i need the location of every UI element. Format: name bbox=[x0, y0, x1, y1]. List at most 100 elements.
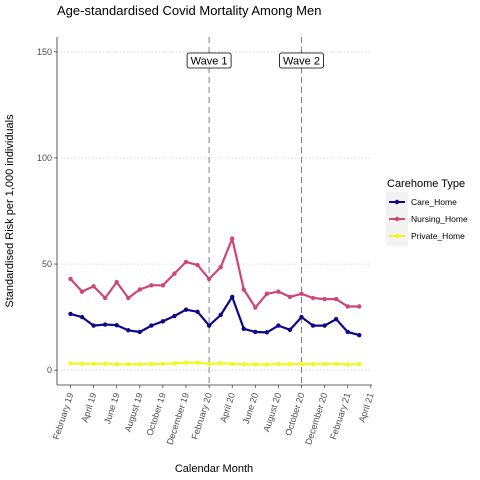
data-point-Care_Home-1 bbox=[79, 314, 85, 320]
data-point-Nursing_Home-24 bbox=[345, 304, 350, 309]
x-tick-label-7: April 20 bbox=[218, 392, 237, 424]
axes bbox=[56, 37, 372, 386]
data-point-Care_Home-23 bbox=[333, 317, 339, 322]
x-tick-label-12: February 21 bbox=[328, 392, 353, 441]
data-point-Nursing_Home-15 bbox=[241, 287, 246, 292]
x-tick-label-3: August 19 bbox=[123, 392, 145, 434]
data-point-Care_Home-24 bbox=[345, 329, 350, 335]
data-point-Nursing_Home-13 bbox=[218, 265, 223, 270]
data-point-Care_Home-17 bbox=[264, 330, 270, 335]
data-point-Private_Home-17 bbox=[264, 362, 270, 367]
data-point-Care_Home-10 bbox=[183, 307, 189, 312]
data-point-Nursing_Home-1 bbox=[79, 289, 85, 294]
data-point-Private_Home-18 bbox=[276, 362, 281, 367]
legend-label-Nursing_Home: Nursing_Home bbox=[411, 214, 468, 224]
data-point-Private_Home-9 bbox=[172, 361, 177, 366]
y-tick-label-0: 0 bbox=[47, 365, 52, 375]
data-point-Nursing_Home-17 bbox=[264, 291, 270, 296]
x-tick-label-4: October 19 bbox=[145, 392, 168, 437]
plot-background bbox=[57, 37, 372, 385]
data-point-Private_Home-20 bbox=[299, 361, 304, 367]
data-point-Nursing_Home-14 bbox=[230, 236, 235, 241]
data-point-Private_Home-25 bbox=[357, 362, 362, 367]
wave-label-box-1 bbox=[186, 52, 232, 69]
legend-label-Care_Home: Care_Home bbox=[411, 197, 457, 207]
data-point-Private_Home-10 bbox=[183, 360, 189, 365]
data-point-Nursing_Home-23 bbox=[333, 296, 339, 302]
data-point-Care_Home-3 bbox=[102, 322, 108, 327]
x-tick-label-8: June 20 bbox=[241, 392, 260, 426]
data-point-Care_Home-19 bbox=[287, 327, 293, 333]
series-lines bbox=[68, 236, 362, 367]
data-point-Care_Home-20 bbox=[299, 314, 304, 320]
chart-title: Age-standardised Covid Mortality Among M… bbox=[57, 3, 322, 18]
data-point-Private_Home-12 bbox=[206, 361, 212, 366]
data-point-Nursing_Home-25 bbox=[357, 304, 362, 309]
x-axis-title: Calendar Month bbox=[175, 463, 253, 475]
data-point-Nursing_Home-0 bbox=[68, 276, 73, 282]
data-point-Private_Home-6 bbox=[137, 362, 142, 367]
x-tick-label-11: December 20 bbox=[303, 392, 329, 446]
data-point-Private_Home-23 bbox=[333, 361, 339, 366]
data-point-Nursing_Home-11 bbox=[195, 262, 200, 268]
data-point-Care_Home-14 bbox=[230, 294, 235, 300]
x-tick-label-2: June 19 bbox=[102, 392, 121, 426]
x-tick-label-1: April 19 bbox=[80, 392, 99, 424]
wave-label-2: Wave 2 bbox=[283, 56, 320, 68]
data-point-Private_Home-19 bbox=[287, 362, 293, 367]
legend-key-point-Nursing_Home bbox=[394, 216, 400, 222]
data-point-Care_Home-4 bbox=[114, 322, 119, 328]
data-point-Nursing_Home-2 bbox=[91, 284, 96, 289]
data-point-Care_Home-15 bbox=[241, 326, 246, 331]
data-point-Nursing_Home-6 bbox=[137, 287, 142, 292]
data-point-Care_Home-16 bbox=[253, 329, 258, 335]
y-tick-label-100: 100 bbox=[37, 153, 52, 163]
data-point-Private_Home-7 bbox=[149, 361, 154, 367]
data-point-Private_Home-24 bbox=[345, 362, 350, 367]
data-point-Care_Home-13 bbox=[218, 312, 223, 318]
data-point-Care_Home-2 bbox=[91, 323, 96, 328]
legend-title: Carehome Type bbox=[387, 178, 465, 190]
data-point-Nursing_Home-9 bbox=[172, 271, 177, 276]
data-point-Private_Home-22 bbox=[322, 361, 327, 367]
data-point-Private_Home-4 bbox=[114, 362, 119, 367]
data-point-Private_Home-8 bbox=[160, 361, 166, 366]
x-tick-label-9: August 20 bbox=[261, 392, 283, 434]
x-tick-label-10: October 20 bbox=[283, 392, 306, 437]
gridlines bbox=[57, 51, 372, 371]
data-point-Private_Home-3 bbox=[102, 361, 108, 366]
data-point-Private_Home-0 bbox=[68, 361, 73, 366]
data-point-Private_Home-15 bbox=[241, 362, 246, 367]
data-point-Nursing_Home-19 bbox=[287, 294, 293, 300]
x-tick-label-5: December 19 bbox=[165, 392, 191, 446]
data-point-Nursing_Home-8 bbox=[160, 283, 166, 288]
legend-label-Private_Home: Private_Home bbox=[411, 231, 465, 241]
legend-key-point-Care_Home bbox=[394, 199, 400, 205]
y-tick-label-150: 150 bbox=[37, 47, 52, 57]
data-point-Care_Home-11 bbox=[195, 309, 200, 314]
data-point-Nursing_Home-10 bbox=[183, 259, 189, 265]
data-point-Nursing_Home-12 bbox=[206, 276, 212, 282]
legend: Carehome Type Care_Home Nursing_Home Priva… bbox=[386, 178, 468, 246]
data-point-Care_Home-5 bbox=[126, 328, 131, 333]
data-point-Private_Home-2 bbox=[91, 361, 96, 366]
data-point-Private_Home-21 bbox=[310, 362, 316, 367]
data-point-Nursing_Home-20 bbox=[299, 291, 304, 296]
data-point-Nursing_Home-21 bbox=[310, 295, 316, 301]
y-tick-label-50: 50 bbox=[42, 259, 52, 269]
data-point-Private_Home-1 bbox=[79, 361, 85, 366]
data-point-Care_Home-9 bbox=[172, 313, 177, 319]
legend-key-point-Private_Home bbox=[394, 233, 400, 239]
data-point-Nursing_Home-7 bbox=[149, 283, 154, 288]
data-point-Nursing_Home-16 bbox=[253, 305, 258, 310]
data-point-Nursing_Home-5 bbox=[126, 295, 131, 301]
data-point-Private_Home-5 bbox=[126, 362, 131, 367]
data-point-Care_Home-0 bbox=[68, 311, 73, 317]
data-point-Care_Home-7 bbox=[149, 323, 154, 328]
data-point-Care_Home-22 bbox=[322, 323, 327, 328]
data-point-Private_Home-13 bbox=[218, 361, 223, 366]
wave-label-box-2 bbox=[279, 52, 324, 69]
data-point-Nursing_Home-18 bbox=[276, 289, 281, 294]
data-point-Care_Home-6 bbox=[137, 329, 142, 335]
data-point-Care_Home-8 bbox=[160, 319, 166, 324]
